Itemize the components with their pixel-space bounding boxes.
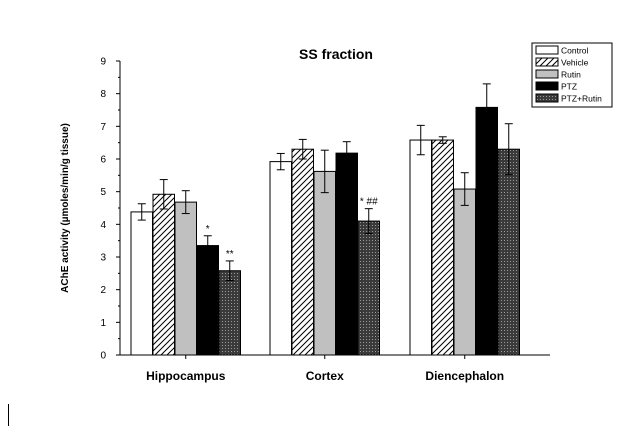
- legend-swatch: [535, 45, 559, 55]
- y-tick-label: 7: [100, 122, 106, 133]
- legend-swatch: [535, 93, 559, 103]
- bar: [218, 270, 241, 356]
- plot-area: 0 1 2 3 4 5 6 7 8 9 Hippocampus Cortex Diencephalon *…: [100, 57, 550, 383]
- legend-label: PTZ+Rutin: [561, 94, 602, 104]
- significance-annotation: **: [226, 249, 234, 260]
- bar: [357, 220, 380, 356]
- bar: [431, 139, 454, 356]
- legend-swatch: [535, 57, 559, 67]
- bar: [130, 211, 153, 356]
- y-tick-label: 0: [100, 351, 106, 362]
- bar: [291, 148, 314, 356]
- bar: [269, 161, 292, 356]
- chart-title: SS fraction: [299, 46, 373, 62]
- legend-label: PTZ: [561, 82, 577, 92]
- bar: [152, 193, 175, 356]
- legend-swatch: [535, 69, 559, 79]
- y-axis-label: AChE activity (µmoles/min/g tissue): [60, 123, 71, 293]
- y-tick-label: 9: [100, 57, 106, 68]
- y-tick-label: 8: [100, 89, 106, 100]
- legend-label: Control: [561, 46, 589, 56]
- legend-swatch: [535, 81, 559, 91]
- x-tick-label: Diencephalon: [425, 369, 504, 383]
- y-tick-label: 5: [100, 187, 106, 198]
- y-tick-label: 4: [100, 220, 106, 231]
- bar: [313, 170, 336, 356]
- y-tick-label: 3: [100, 253, 106, 264]
- bar: [409, 139, 432, 356]
- x-tick-label: Cortex: [306, 369, 344, 383]
- bar: [475, 106, 498, 356]
- bar: [196, 245, 219, 356]
- significance-annotation: * ##: [360, 197, 378, 208]
- bar: [453, 188, 476, 356]
- y-tick-label: 1: [100, 318, 106, 329]
- bar: [497, 148, 520, 356]
- x-tick-label: Hippocampus: [146, 369, 226, 383]
- legend-label: Vehicle: [561, 58, 589, 68]
- legend: Control Vehicle Rutin PTZ PTZ+Rutin: [531, 42, 613, 108]
- bar: [174, 201, 197, 356]
- significance-annotation: *: [206, 224, 210, 235]
- y-tick-label: 2: [100, 285, 106, 296]
- text-cursor: [8, 404, 9, 426]
- bar: [335, 152, 358, 356]
- y-tick-label: 6: [100, 155, 106, 166]
- legend-label: Rutin: [561, 70, 581, 80]
